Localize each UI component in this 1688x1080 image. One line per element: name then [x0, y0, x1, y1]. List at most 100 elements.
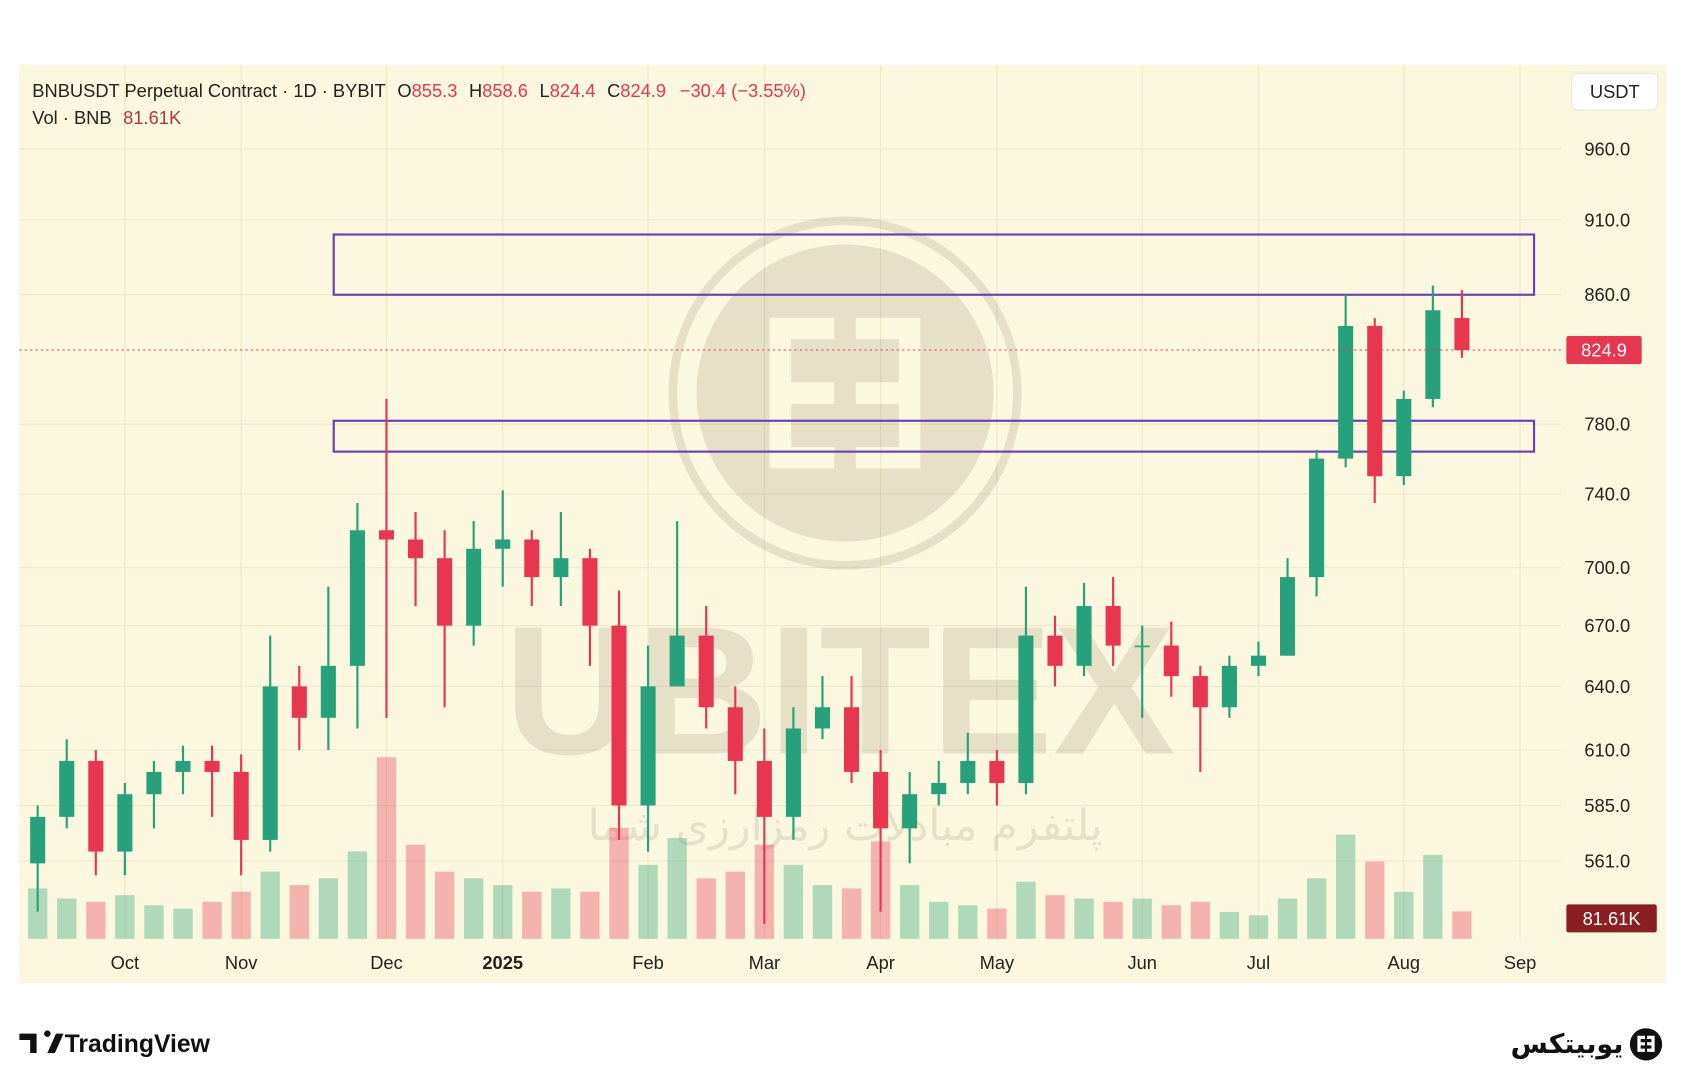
x-tick-label: Aug — [1388, 952, 1421, 973]
x-tick-label: Nov — [225, 952, 258, 973]
legend-header: BNBUSDT Perpetual Contract · 1D · BYBIT … — [32, 80, 806, 101]
candle-body — [669, 635, 685, 687]
volume-header: Vol · BNB 81.61K — [32, 107, 181, 128]
volume-bar — [463, 878, 484, 939]
candle-body — [437, 558, 453, 626]
candle-body — [785, 728, 801, 817]
volume-bar — [1306, 878, 1327, 939]
x-tick-label: Dec — [370, 952, 403, 973]
volume-bar — [958, 905, 978, 939]
candle-body — [1279, 577, 1296, 656]
candle-body — [466, 548, 482, 626]
ubitex-icon-mark — [1637, 1035, 1655, 1052]
candle-body — [378, 530, 395, 540]
candle-body — [1367, 325, 1383, 477]
high-value: 858.6 — [482, 80, 528, 101]
volume-bar — [202, 901, 222, 939]
candle-body — [59, 760, 75, 817]
y-tick-label: 585.0 — [1584, 795, 1630, 816]
candle-body — [727, 707, 743, 761]
volume-bar — [522, 891, 542, 939]
watermark-brand: UBITEX — [504, 588, 1175, 793]
currency-button[interactable] — [1571, 72, 1659, 111]
volume-bar — [929, 901, 949, 939]
volume-title: Vol · BNB — [32, 107, 111, 128]
candle-body — [1047, 635, 1063, 666]
volume-bar — [580, 891, 600, 939]
candle-body — [262, 686, 278, 840]
candle-body — [1338, 325, 1354, 459]
candle-body — [349, 530, 365, 666]
volume-bar — [1190, 901, 1211, 939]
volume-bar — [376, 757, 397, 939]
x-tick-label: Sep — [1504, 952, 1537, 973]
open-label: O — [397, 80, 411, 101]
change: −30.4 (−3.55%) — [680, 80, 806, 101]
candle-body — [204, 760, 220, 772]
candle-body — [233, 771, 249, 840]
candle-body — [1163, 645, 1179, 677]
watermark-disc — [696, 244, 994, 542]
candle-body — [408, 539, 424, 559]
volume-bar — [318, 878, 339, 939]
volume-bar — [638, 864, 658, 939]
x-tick-label: Oct — [111, 952, 139, 973]
volume-bar — [1132, 898, 1152, 939]
currency[interactable]: USDT — [1590, 81, 1640, 102]
volume-bar — [347, 851, 368, 939]
candle-body — [902, 794, 918, 829]
candle-body — [146, 771, 162, 795]
volume-bar — [1335, 834, 1356, 939]
candle-body — [1396, 398, 1412, 477]
ubitex-icon — [1629, 1028, 1663, 1061]
low-label: L — [540, 80, 550, 101]
volume-bar — [144, 905, 164, 939]
volume-bar — [551, 888, 571, 939]
candle-body — [844, 707, 860, 772]
low-value: 824.4 — [550, 80, 596, 101]
volume-bar — [231, 891, 251, 939]
chart-background — [19, 64, 1667, 983]
volume-bar — [173, 908, 193, 939]
volume-bar — [1074, 898, 1094, 939]
close-label: C — [607, 80, 620, 101]
y-tick-label: 780.0 — [1584, 414, 1630, 435]
candle-body — [1454, 318, 1470, 350]
volume-bar — [1452, 911, 1472, 939]
candle-body — [1309, 458, 1325, 578]
volume-bar — [1365, 861, 1385, 939]
volume-bar — [1248, 915, 1269, 939]
volume-bar — [1045, 895, 1065, 939]
tradingview-logo: TradingView — [19, 1030, 211, 1058]
high-label: H — [469, 80, 482, 101]
volume-bar — [57, 898, 77, 939]
symbol: BNBUSDT Perpetual Contract · 1D · BYBIT — [32, 80, 386, 101]
x-tick-label: Apr — [866, 952, 894, 973]
candle-body — [553, 558, 569, 578]
volume-bar — [1277, 898, 1298, 939]
candle-body — [960, 760, 976, 784]
x-tick-label: 2025 — [482, 952, 523, 973]
volume-bar — [405, 844, 426, 939]
candle-body — [1018, 635, 1034, 784]
y-tick-label: 640.0 — [1584, 676, 1630, 697]
candle-body — [495, 539, 511, 549]
candle-body — [88, 760, 104, 852]
volume-bar — [1016, 881, 1036, 939]
candle-body — [756, 760, 772, 817]
volume-bar — [1103, 901, 1123, 939]
x-tick-label: Feb — [632, 952, 664, 973]
last-price-tag — [1566, 335, 1642, 364]
x-tick-label: May — [980, 952, 1015, 973]
candle-body — [1076, 606, 1092, 666]
volume-bar — [1394, 891, 1414, 939]
close-value: 824.9 — [620, 80, 666, 101]
candle-body — [1250, 655, 1266, 666]
candle-body — [175, 760, 191, 772]
volume-bar — [260, 871, 280, 939]
candle-body — [989, 760, 1005, 784]
volume-bar — [289, 885, 309, 939]
watermark-tagline: پلتفرم مبادلات رمزارزی شما — [588, 801, 1103, 851]
